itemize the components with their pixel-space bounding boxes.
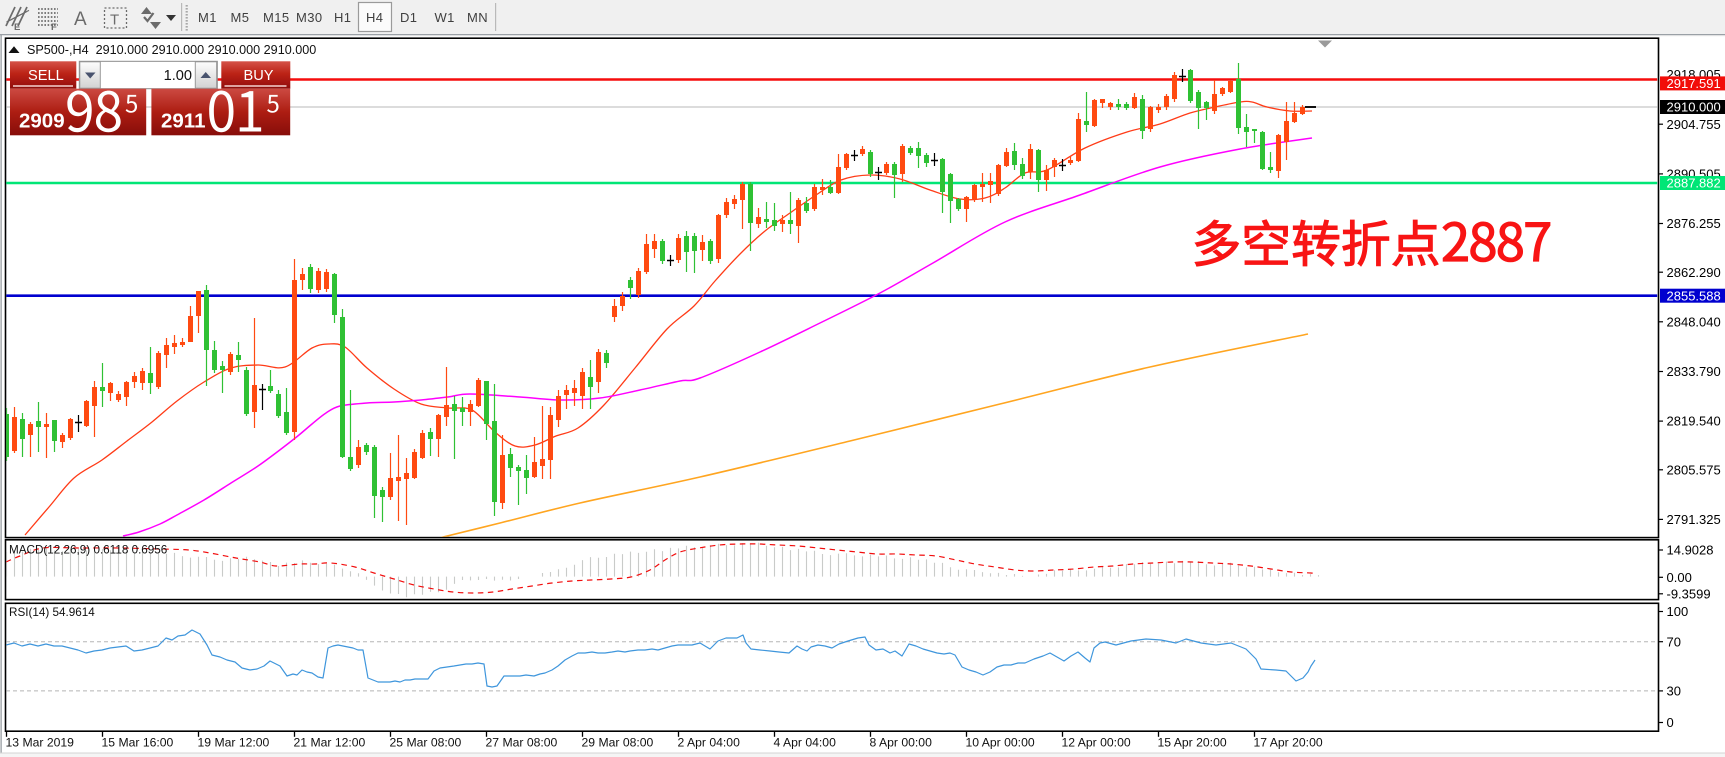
svg-text:27 Mar 08:00: 27 Mar 08:00 — [486, 736, 558, 750]
svg-text:30: 30 — [1667, 684, 1681, 699]
svg-text:12 Apr 00:00: 12 Apr 00:00 — [1062, 736, 1131, 750]
svg-text:M15: M15 — [263, 10, 290, 25]
svg-text:2848.040: 2848.040 — [1667, 314, 1721, 329]
svg-text:D1: D1 — [400, 10, 417, 25]
svg-text:H1: H1 — [334, 10, 351, 25]
svg-text:RSI(14) 54.9614: RSI(14) 54.9614 — [9, 606, 95, 619]
svg-text:SP500-,H4 2910.000 2910.000 2: SP500-,H4 2910.000 2910.000 2910.000 291… — [27, 43, 316, 57]
svg-text:MACD(12,26,9) 0.6118 0.6956: MACD(12,26,9) 0.6118 0.6956 — [9, 544, 167, 557]
svg-text:100: 100 — [1667, 604, 1689, 619]
svg-text:M5: M5 — [231, 10, 250, 25]
svg-text:F: F — [51, 22, 57, 33]
svg-text:A: A — [74, 9, 87, 30]
svg-text:4 Apr 04:00: 4 Apr 04:00 — [774, 736, 837, 750]
svg-text:W1: W1 — [435, 10, 455, 25]
svg-text:70: 70 — [1667, 634, 1681, 649]
svg-text:E: E — [14, 22, 20, 33]
svg-text:2909: 2909 — [19, 110, 65, 133]
svg-text:14.9028: 14.9028 — [1667, 543, 1714, 558]
svg-text:2805.575: 2805.575 — [1667, 462, 1721, 477]
svg-text:15 Apr 20:00: 15 Apr 20:00 — [1158, 736, 1227, 750]
svg-text:15 Mar 16:00: 15 Mar 16:00 — [102, 736, 174, 750]
svg-text:0.00: 0.00 — [1667, 570, 1692, 585]
svg-text:2910.000: 2910.000 — [1667, 100, 1721, 115]
svg-text:1.00: 1.00 — [164, 68, 192, 84]
svg-text:19 Mar 12:00: 19 Mar 12:00 — [198, 736, 270, 750]
svg-text:10 Apr 00:00: 10 Apr 00:00 — [966, 736, 1035, 750]
svg-text:2887.882: 2887.882 — [1667, 176, 1721, 191]
svg-text:21 Mar 12:00: 21 Mar 12:00 — [294, 736, 366, 750]
svg-text:13 Mar 2019: 13 Mar 2019 — [6, 736, 75, 750]
svg-text:SELL: SELL — [28, 68, 64, 84]
svg-text:17 Apr 20:00: 17 Apr 20:00 — [1254, 736, 1323, 750]
svg-text:8 Apr 00:00: 8 Apr 00:00 — [870, 736, 933, 750]
svg-text:2855.588: 2855.588 — [1667, 288, 1721, 303]
svg-text:M1: M1 — [198, 10, 217, 25]
svg-text:2 Apr 04:00: 2 Apr 04:00 — [678, 736, 741, 750]
svg-text:0: 0 — [1667, 715, 1674, 730]
svg-text:2819.540: 2819.540 — [1667, 414, 1721, 429]
svg-text:2791.325: 2791.325 — [1667, 512, 1721, 527]
svg-text:25 Mar 08:00: 25 Mar 08:00 — [390, 736, 462, 750]
svg-text:H4: H4 — [366, 10, 383, 25]
svg-text:T: T — [110, 12, 119, 29]
svg-text:M30: M30 — [296, 10, 323, 25]
svg-text:2862.290: 2862.290 — [1667, 265, 1721, 280]
svg-text:2917.591: 2917.591 — [1667, 76, 1721, 91]
svg-text:2904.755: 2904.755 — [1667, 117, 1721, 132]
svg-text:BUY: BUY — [244, 68, 274, 84]
svg-text:2876.255: 2876.255 — [1667, 216, 1721, 231]
svg-text:2833.790: 2833.790 — [1667, 364, 1721, 379]
svg-text:-9.3599: -9.3599 — [1667, 586, 1711, 601]
svg-text:MN: MN — [467, 10, 488, 25]
svg-text:2911: 2911 — [161, 110, 205, 133]
svg-text:29 Mar 08:00: 29 Mar 08:00 — [582, 736, 654, 750]
